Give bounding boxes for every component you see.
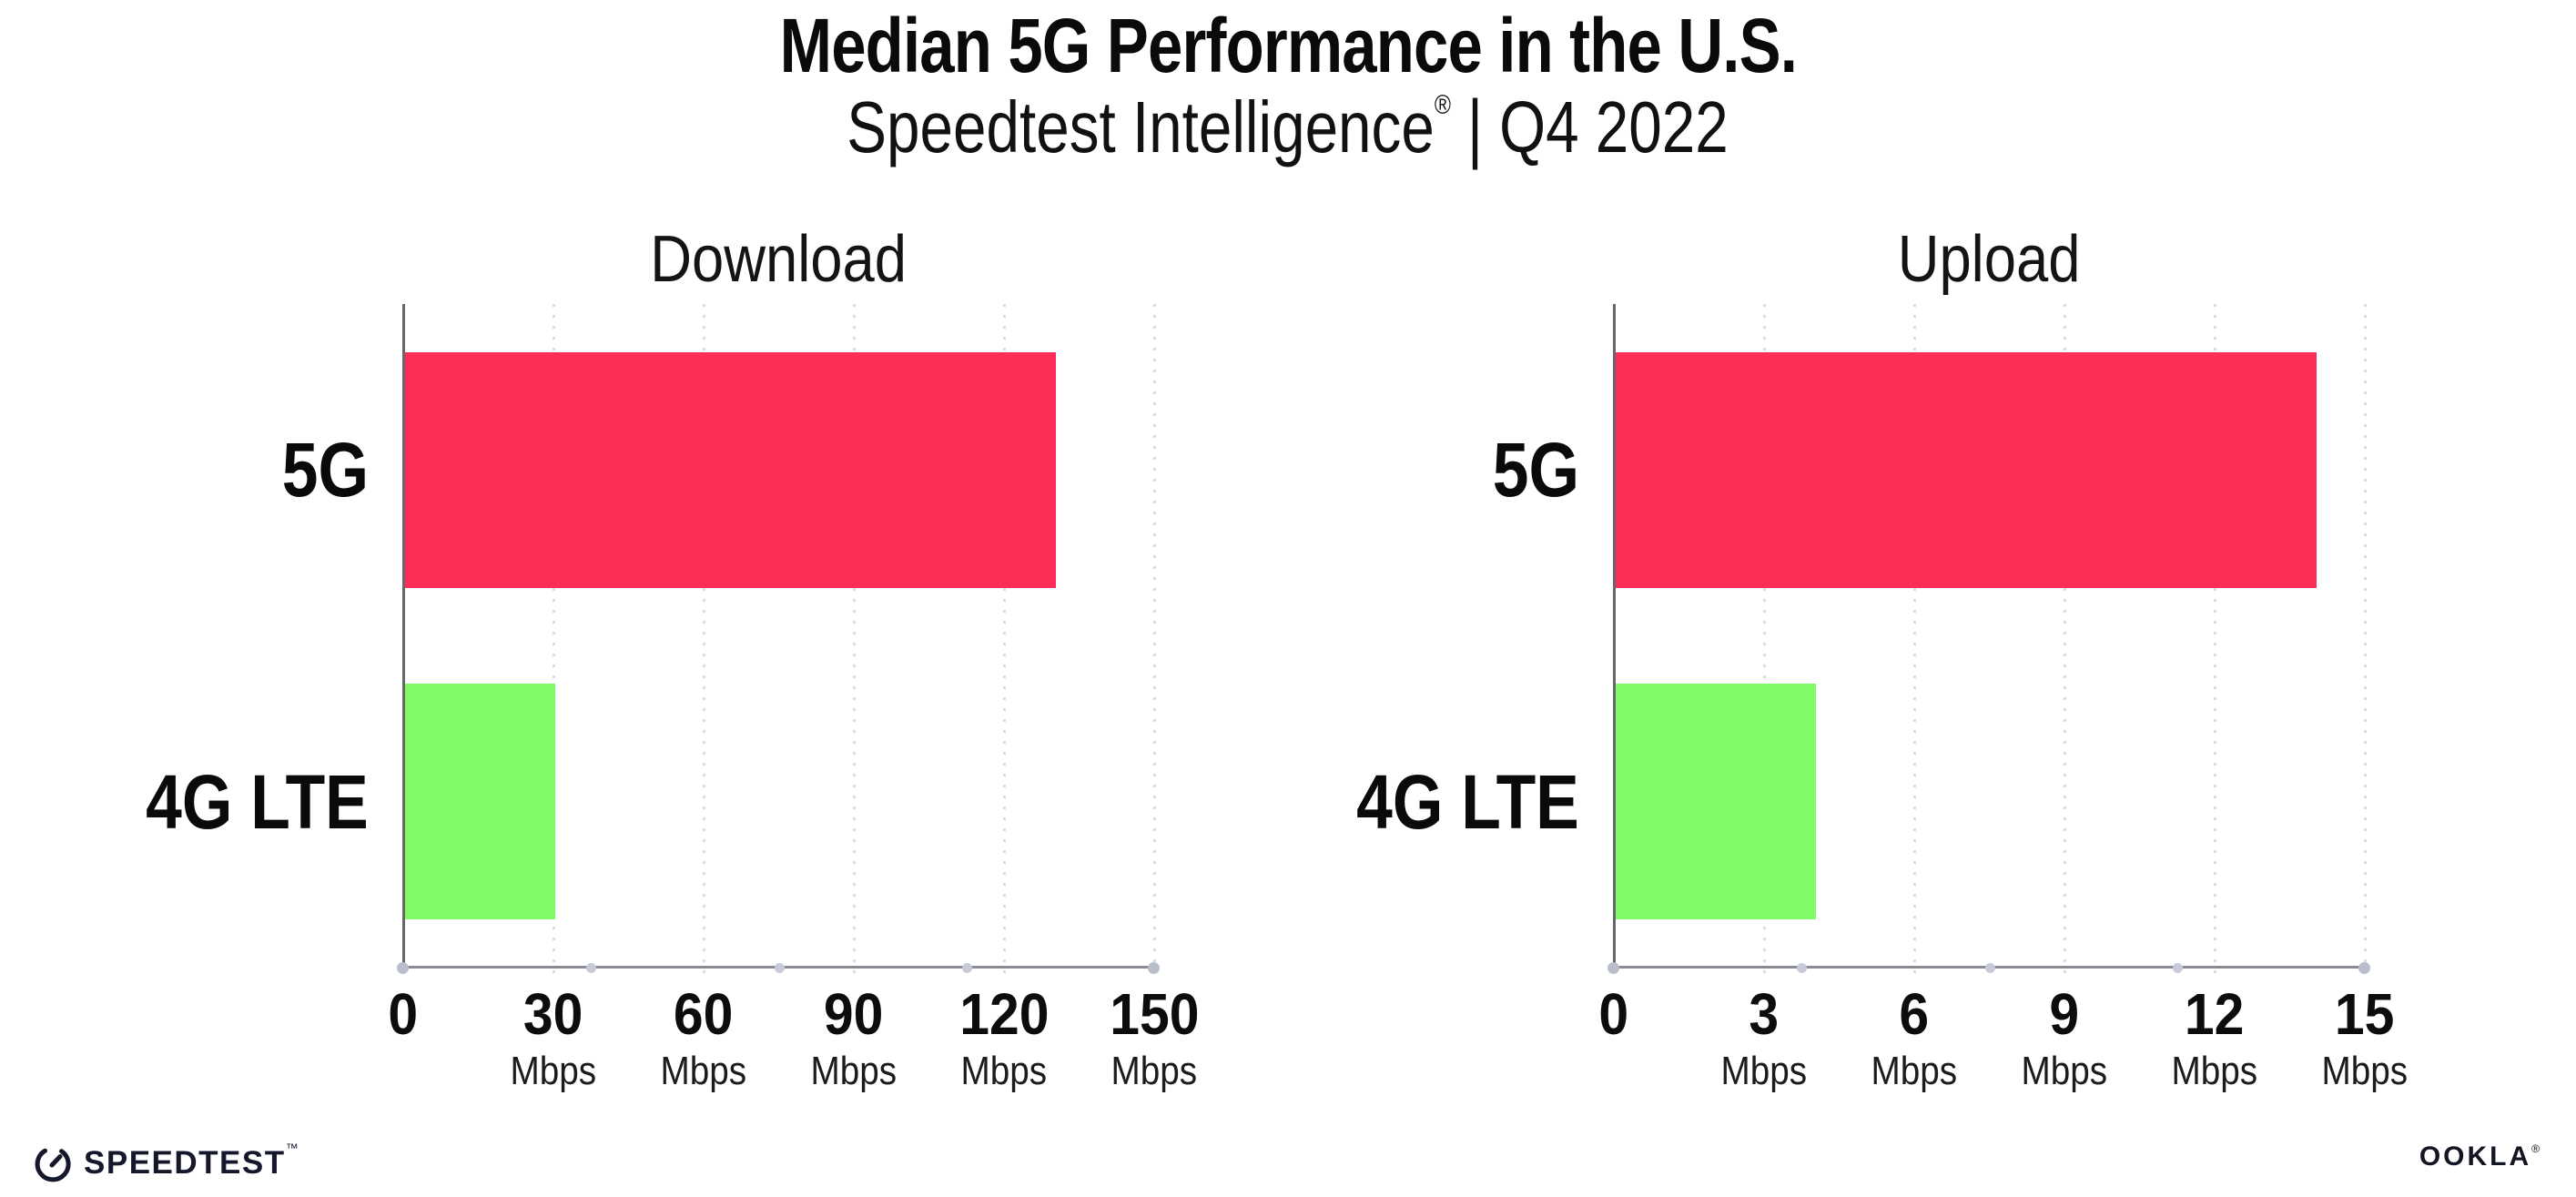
upload-chart-title: Upload <box>1898 223 2081 296</box>
download-category-label-4g-lte: 4G LTE <box>146 759 369 845</box>
download-axis-dot-75 <box>961 963 972 973</box>
download-bar-4g-lte <box>405 684 555 919</box>
download-gridline-90 <box>853 304 856 980</box>
upload-gridline-6 <box>1913 304 1916 980</box>
subtitle-period: Q4 2022 <box>1499 86 1729 167</box>
download-gridline-30 <box>553 304 555 980</box>
download-tick-120: 120 Mbps <box>958 981 1050 1093</box>
download-tick-150: 150 Mbps <box>1109 981 1200 1093</box>
upload-axis-dot-50 <box>1984 963 1995 973</box>
upload-tick-12: 12 Mbps <box>2171 981 2258 1093</box>
trademark-mark: ™ <box>285 1141 299 1156</box>
upload-gridline-3 <box>1763 304 1766 980</box>
download-category-label-5g: 5G <box>281 427 369 512</box>
download-tick-60: 60 Mbps <box>660 981 747 1093</box>
download-axis-dot-100 <box>1148 962 1160 974</box>
upload-axis-dot-25 <box>1797 963 1808 973</box>
download-bar-5g <box>405 352 1056 588</box>
download-gridline-60 <box>703 304 705 980</box>
ookla-registered-mark: ® <box>2531 1141 2540 1155</box>
download-axis-dot-25 <box>586 963 597 973</box>
upload-category-label-5g: 5G <box>1492 427 1579 512</box>
download-axis-dot-50 <box>774 963 785 973</box>
download-plot-area <box>397 304 1160 980</box>
page-subtitle: Speedtest Intelligence® | Q4 2022 <box>0 84 2576 170</box>
ookla-wordmark: OOKLA <box>2419 1141 2532 1172</box>
upload-category-label-4g-lte: 4G LTE <box>1356 759 1579 845</box>
speedtest-logo: SPEEDTEST™ <box>33 1141 299 1183</box>
upload-y-axis-line <box>1613 304 1616 969</box>
download-y-axis-line <box>402 304 405 969</box>
upload-axis-dot-75 <box>2172 963 2183 973</box>
upload-bar-4g-lte <box>1616 684 1816 919</box>
upload-axis-dot-0 <box>1607 962 1619 974</box>
ookla-logo: OOKLA® <box>2419 1141 2540 1172</box>
upload-gridline-15 <box>2364 304 2367 980</box>
subtitle-separator: | <box>1467 84 1484 170</box>
speedtest-wordmark: SPEEDTEST™ <box>84 1141 299 1181</box>
upload-gridline-9 <box>2064 304 2066 980</box>
upload-tick-6: 6 Mbps <box>1871 981 1958 1093</box>
upload-gridline-12 <box>2214 304 2216 980</box>
download-tick-0: 0 <box>388 981 419 1047</box>
page-title-text: Median 5G Performance in the U.S. <box>779 3 1797 88</box>
registered-mark: ® <box>1435 90 1452 121</box>
upload-bar-5g <box>1616 352 2317 588</box>
download-axis-dot-0 <box>397 962 409 974</box>
upload-tick-15: 15 Mbps <box>2321 981 2409 1093</box>
subtitle-inner: Speedtest Intelligence® | Q4 2022 <box>847 84 1729 170</box>
download-chart-title: Download <box>650 223 908 296</box>
download-gridline-150 <box>1153 304 1156 980</box>
subtitle-brand: Speedtest Intelligence <box>847 86 1435 167</box>
upload-plot-area <box>1607 304 2370 980</box>
upload-tick-9: 9 Mbps <box>2021 981 2108 1093</box>
download-gridline-120 <box>1003 304 1006 980</box>
page-title: Median 5G Performance in the U.S. <box>0 5 2576 86</box>
upload-tick-0: 0 <box>1598 981 1629 1047</box>
download-tick-30: 30 Mbps <box>510 981 597 1093</box>
speedtest-gauge-icon <box>33 1143 73 1183</box>
upload-axis-dot-100 <box>2358 962 2370 974</box>
upload-tick-3: 3 Mbps <box>1720 981 1808 1093</box>
download-tick-90: 90 Mbps <box>810 981 898 1093</box>
